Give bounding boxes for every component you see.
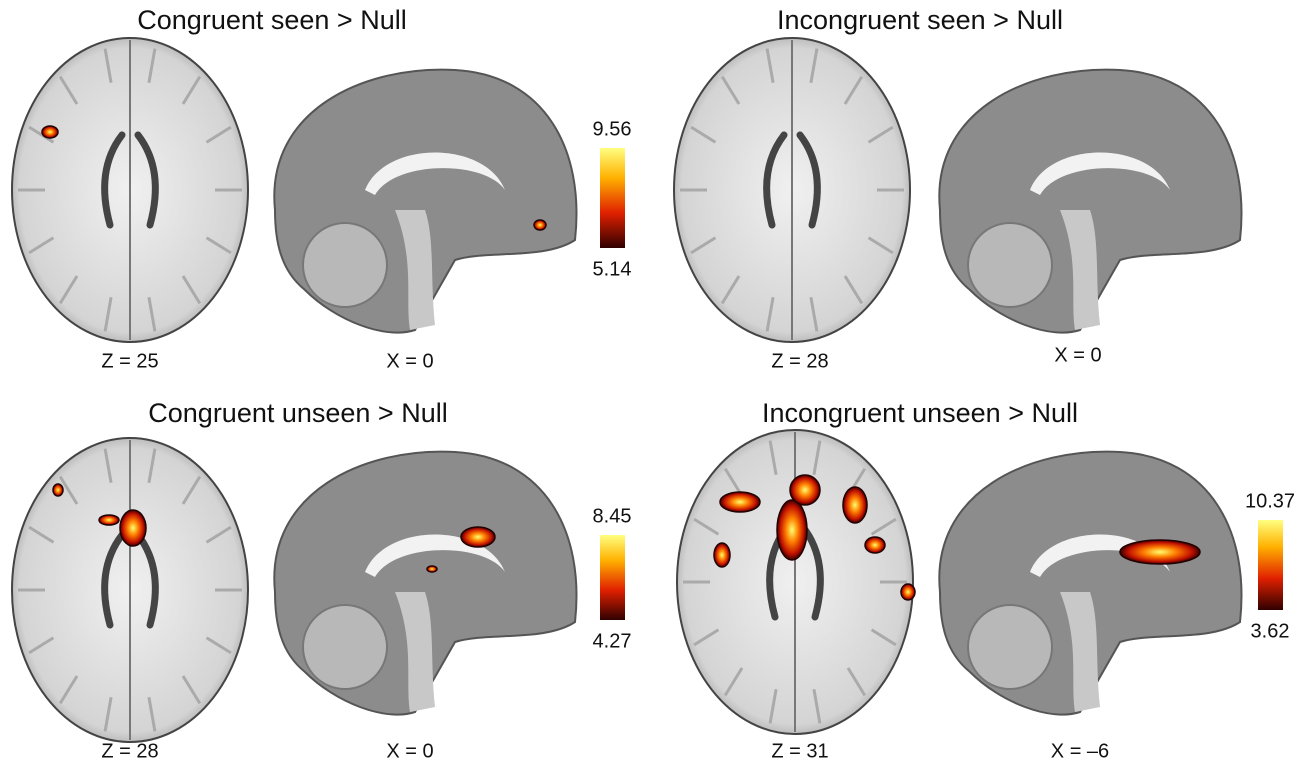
activation-blob: [901, 584, 915, 600]
activation-blob: [534, 220, 546, 230]
cerebellum: [303, 605, 387, 689]
panel-title: Congruent seen > Null: [137, 5, 406, 35]
axial-slice: [677, 430, 913, 734]
axial-label: Z = 25: [101, 350, 158, 372]
panel-title: Incongruent unseen > Null: [762, 398, 1078, 428]
sagittal-label: X = 0: [1054, 344, 1101, 366]
axial-label: Z = 28: [771, 350, 828, 372]
cerebellum: [303, 223, 387, 307]
activation-blob: [790, 475, 820, 505]
cerebellum: [968, 223, 1052, 307]
activation-blob: [843, 487, 867, 523]
sagittal-label: X = 0: [386, 350, 433, 372]
activation-blob: [99, 515, 119, 525]
axial-label: Z = 31: [771, 740, 828, 762]
axial-slice: [12, 38, 248, 342]
panel-title: Incongruent seen > Null: [777, 5, 1063, 35]
sagittal-slice: [939, 70, 1241, 333]
activation-blob: [461, 527, 495, 547]
colorbar-min: 4.27: [593, 630, 632, 652]
activation-blob: [714, 543, 730, 567]
colorbar-max: 9.56: [593, 118, 632, 140]
activation-blob: [865, 537, 885, 553]
sagittal-label: X = 0: [386, 740, 433, 762]
activation-blob: [53, 484, 63, 496]
colorbar: [600, 535, 625, 620]
activation-blob: [720, 492, 760, 512]
panel-title: Congruent unseen > Null: [148, 398, 447, 428]
sagittal-slice: [274, 452, 576, 715]
cerebellum: [968, 605, 1052, 689]
activation-blob: [427, 566, 437, 572]
colorbar-max: 8.45: [593, 505, 632, 527]
activation-blob: [777, 500, 807, 560]
colorbar-min: 5.14: [593, 258, 632, 280]
colorbar-max: 10.37: [1245, 490, 1295, 512]
sagittal-slice: [939, 452, 1241, 715]
colorbar: [600, 148, 625, 248]
axial-slice: [12, 438, 248, 742]
axial-label: Z = 28: [101, 740, 158, 762]
sagittal-slice: [274, 70, 576, 333]
colorbar: [1258, 520, 1283, 610]
sagittal-label: X = –6: [1051, 740, 1109, 762]
activation-blob: [120, 510, 146, 546]
colorbar-min: 3.62: [1251, 620, 1290, 642]
activation-blob: [1120, 540, 1200, 564]
figure: Congruent seen > Null Z = 25 X = 0 9.56 5.14…: [0, 0, 1306, 769]
axial-slice: [674, 38, 910, 342]
activation-blob: [42, 126, 58, 138]
